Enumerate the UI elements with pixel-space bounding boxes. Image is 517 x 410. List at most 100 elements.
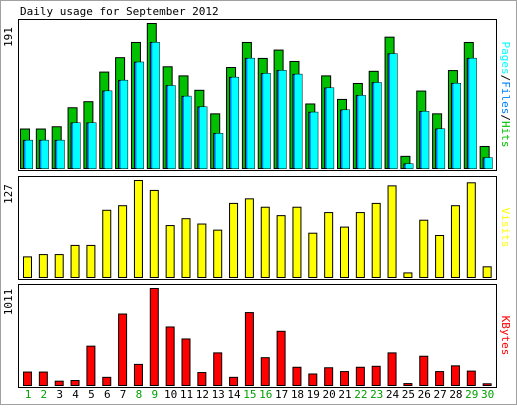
day-label: 14 [227,388,241,401]
day-label: 26 [418,388,431,401]
kbytes-bar [435,371,445,387]
pages-bar [57,140,65,169]
kbytes-panel: 1011 KBytes [2,284,512,388]
visits-bar [165,225,175,278]
legend-item: Files [499,81,512,114]
kbytes-bar [133,363,143,386]
panel-frame [18,176,497,280]
kbytes-bar [292,366,302,387]
visits-bar [213,229,223,279]
pages-bar [374,82,382,169]
kbytes-bar [86,345,96,387]
y-max-label: 191 [2,27,15,47]
visits-bar [70,244,80,279]
kbytes-bar [276,330,286,386]
day-label: 7 [120,388,127,401]
legend-separator: / [499,114,512,121]
day-labels: 1 2 3 4 5 6 7 8 9 10 11 12 13 14 15 16 17 18 19 20 21 22 23 24 2… [25,388,495,401]
day-label: 6 [104,388,111,401]
pages-bar [152,42,160,169]
pages-bar [294,74,302,169]
day-label: 24 [386,388,400,401]
visits-bar [435,234,445,278]
visits-bar [482,266,492,279]
kbytes-bar [165,326,175,386]
pages-bar [279,70,287,169]
kbytes-bar [324,367,334,386]
day-label: 28 [449,388,462,401]
legend-label: Visits [499,208,512,248]
pages-bar [310,112,318,169]
visits-bar [102,209,112,278]
pages-bar [168,85,176,169]
visits-bar [86,244,96,279]
pages-bar [405,163,413,169]
day-label: 15 [243,388,256,401]
day-label: 11 [180,388,193,401]
kbytes-bar [23,371,32,386]
day-label: 29 [465,388,478,401]
legend-item: KBytes [499,316,512,356]
day-label: 5 [88,388,95,401]
pages-bar [453,83,461,169]
visits-bar [324,212,334,278]
legend-item: Hits [499,121,512,148]
pages-bar [263,73,271,169]
pages-bar [120,80,128,169]
legend-item: Pages [499,42,512,75]
kbytes-bar [38,371,48,386]
kbytes-bar [355,366,365,387]
kbytes-bar [197,372,207,387]
day-label: 20 [323,388,336,401]
y-max-label: 1011 [2,289,15,316]
kbytes-bar [244,312,254,386]
visits-bar [260,206,270,278]
pages-bar [326,88,334,169]
kbytes-bar [419,355,429,387]
kbytes-bar [149,288,159,386]
pages-bar [199,107,207,169]
kbytes-bar [102,376,112,386]
visits-panel: 127 Visits [2,176,512,280]
pages-bar [390,53,398,169]
visits-bar [403,272,413,279]
kbytes-bar [387,352,397,387]
day-label: 30 [481,388,494,401]
legend-item: Visits [499,208,512,248]
day-label: 9 [151,388,158,401]
day-label: 1 [25,388,32,401]
pages-bar [342,110,350,169]
visits-bar [340,226,349,278]
day-label: 13 [212,388,225,401]
day-label: 23 [370,388,383,401]
pages-bar [247,58,255,169]
day-label: 4 [72,388,79,401]
kbytes-bar [308,373,318,386]
pages-bar [231,77,239,169]
legend-separator: / [499,75,512,82]
day-label: 10 [164,388,177,401]
day-label: 12 [196,388,209,401]
day-label: 19 [307,388,320,401]
visits-bar [229,202,239,279]
kbytes-bar [403,383,413,387]
kbytes-bar [371,365,381,386]
pages-bar [485,157,493,169]
visits-bar [371,202,381,279]
pages-bar [41,140,49,169]
day-label: 3 [56,388,63,401]
day-label: 17 [275,388,288,401]
visits-bar [197,223,207,278]
visits-bar [23,256,32,279]
kbytes-bar [260,357,270,386]
pages-bar [73,122,81,169]
day-label: 27 [433,388,446,401]
day-label: 22 [354,388,367,401]
day-label: 18 [291,388,304,401]
pages-bar [421,111,429,169]
day-label: 8 [136,388,143,401]
visits-bar [292,206,302,278]
legend-label: KBytes [499,316,512,356]
kbytes-bar [340,371,349,387]
